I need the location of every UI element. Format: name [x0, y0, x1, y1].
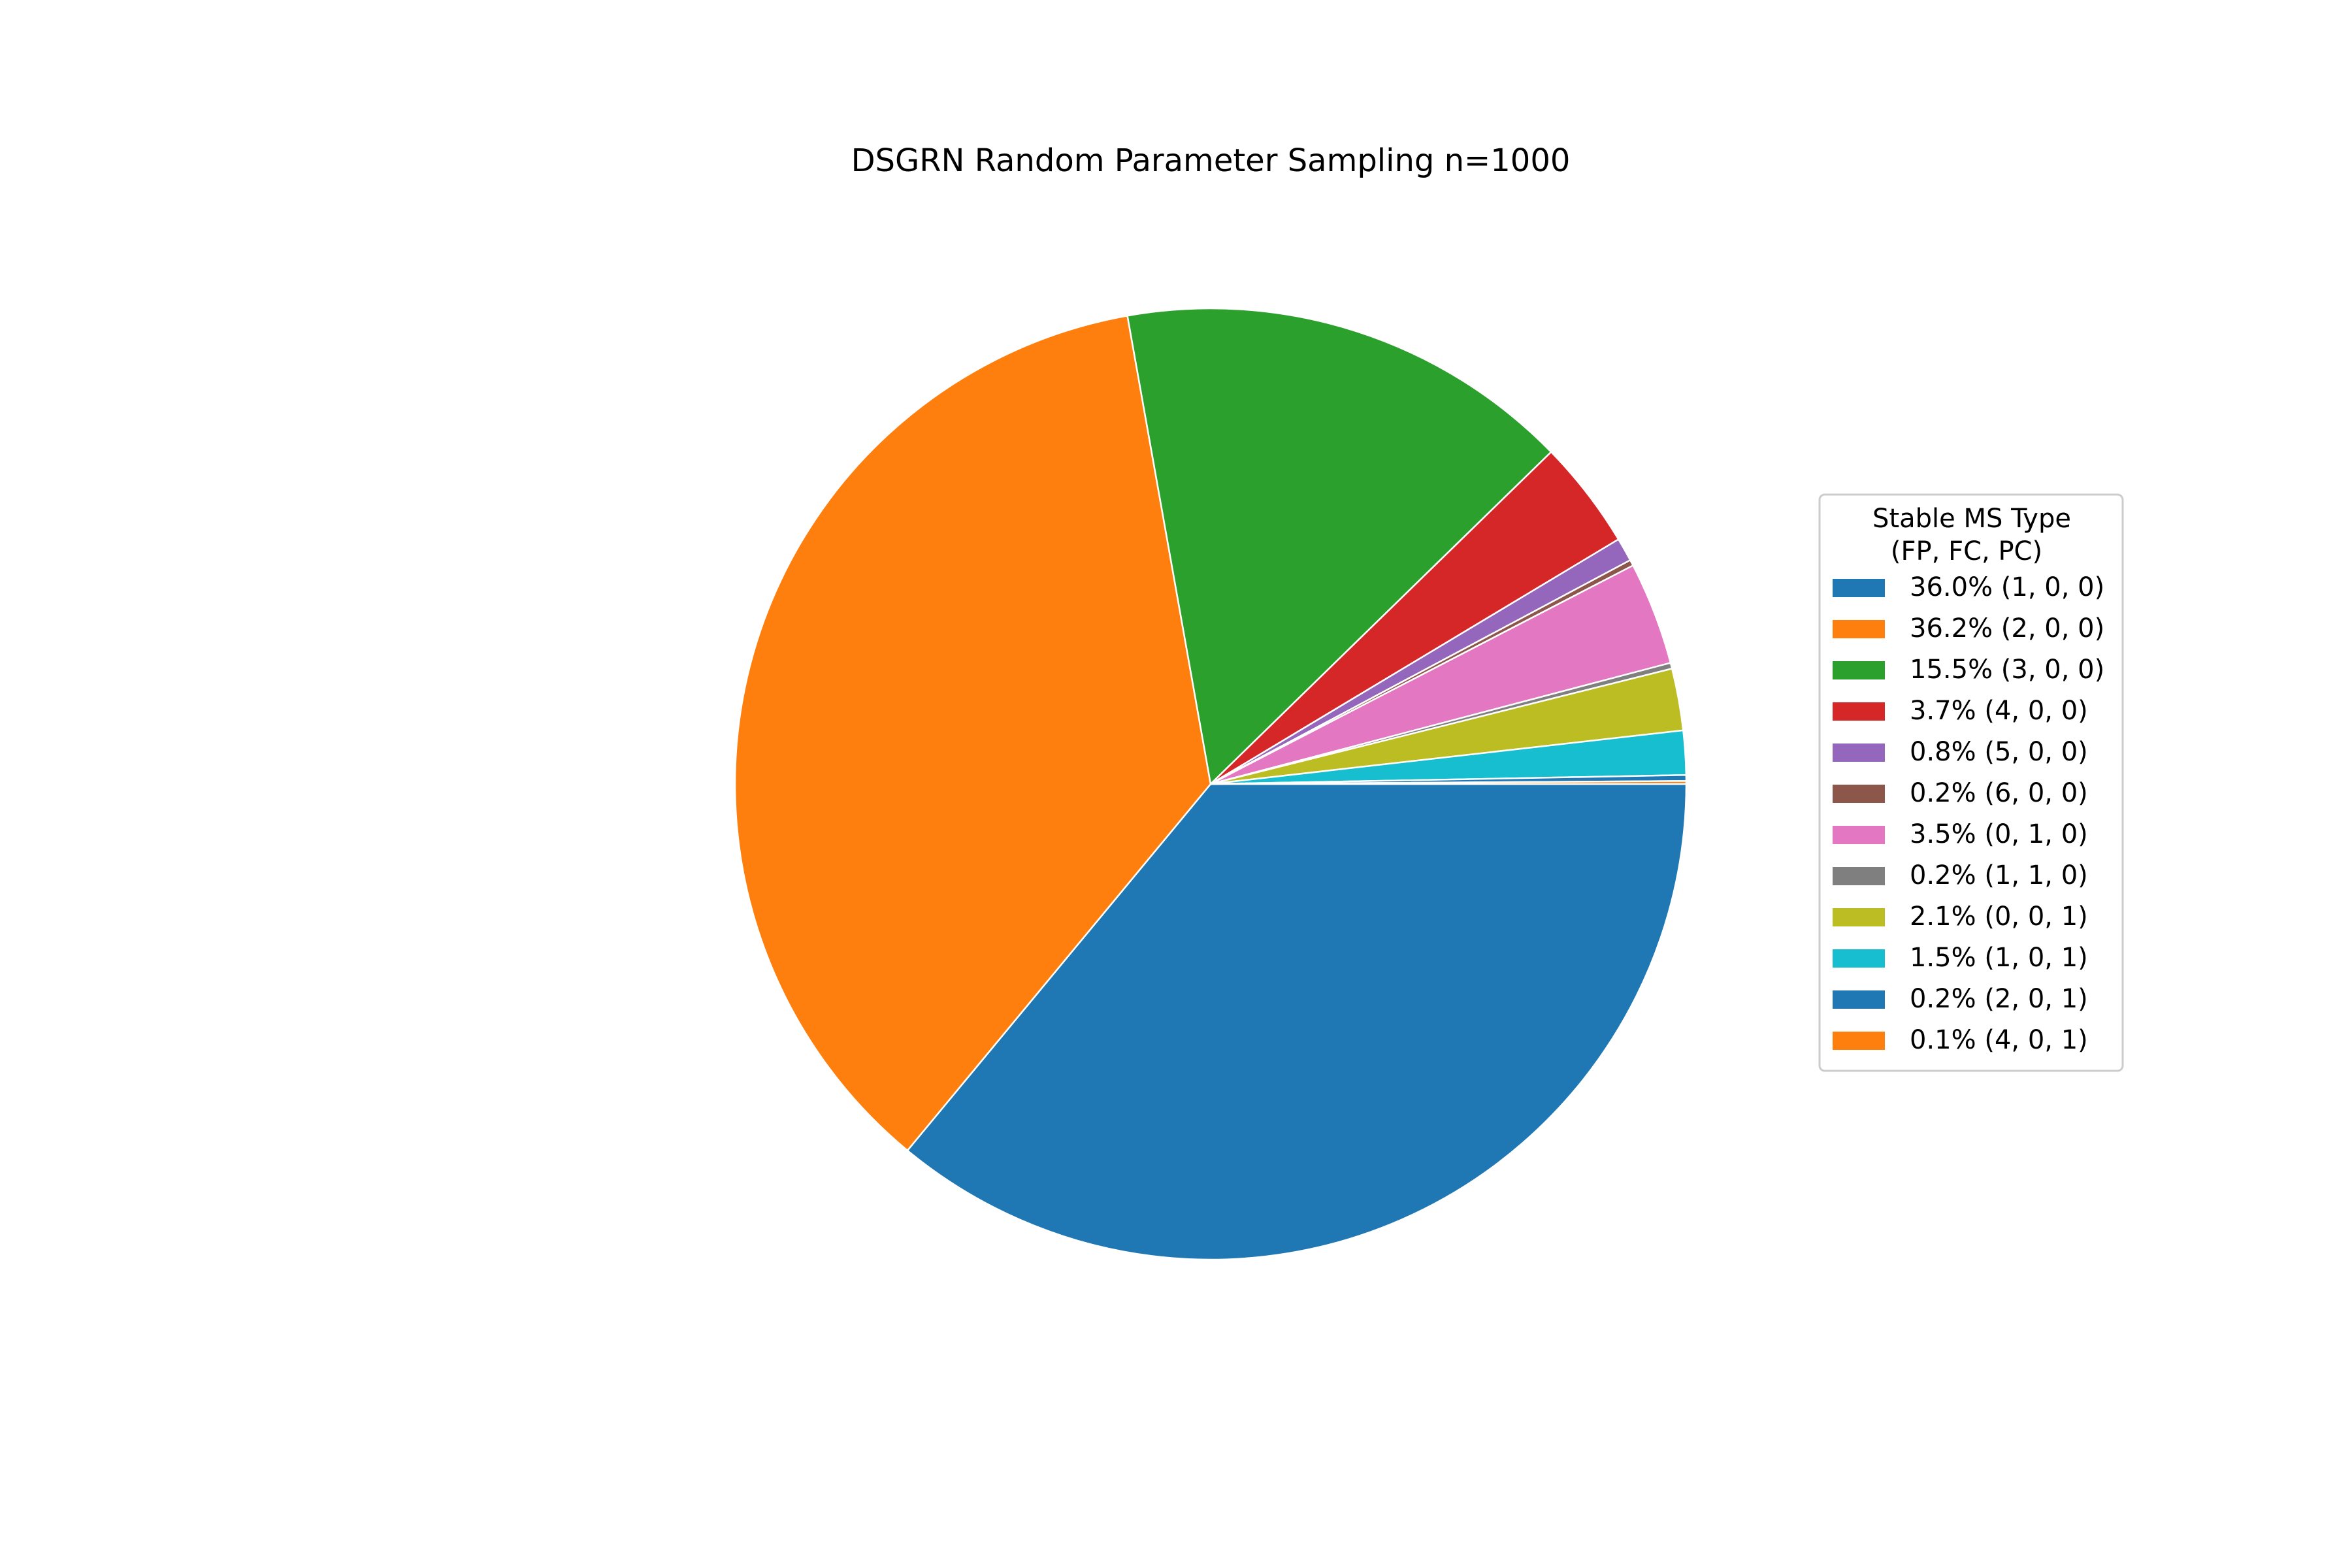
legend-items: 36.0% (1, 0, 0) 36.2% (2, 0, 0) 15.5% (3, … [1833, 572, 2104, 1055]
legend-swatch-3 [1833, 702, 1885, 721]
legend-label-2: 15.5% (3, 0, 0) [1910, 655, 2104, 685]
legend-swatch-11 [1833, 1032, 1885, 1050]
legend-swatch-9 [1833, 949, 1885, 968]
legend-swatch-6 [1833, 826, 1885, 844]
legend-swatch-7 [1833, 867, 1885, 885]
pie-slice-1 [734, 314, 1212, 1152]
legend-swatch-5 [1833, 785, 1885, 803]
legend-title-line2: (FP, FC, PC) [1891, 536, 2042, 566]
legend: Stable MS Type (FP, FC, PC) 36.0% (1, 0,… [1818, 493, 2124, 1072]
legend-label-3: 3.7% (4, 0, 0) [1910, 696, 2088, 726]
legend-swatch-8 [1833, 908, 1885, 926]
legend-swatch-10 [1833, 990, 1885, 1009]
legend-label-0: 36.0% (1, 0, 0) [1910, 572, 2104, 602]
legend-swatch-0 [1833, 579, 1885, 597]
legend-swatch-1 [1833, 620, 1885, 638]
legend-frame [1818, 493, 2124, 1072]
legend-label-1: 36.2% (2, 0, 0) [1910, 613, 2104, 644]
pie-slice-11 [1209, 780, 1688, 785]
legend-label-7: 0.2% (1, 1, 0) [1910, 860, 2088, 890]
pie-slice-0 [906, 783, 1688, 1261]
chart-title: DSGRN Random Parameter Sampling n=1000 [851, 142, 1571, 179]
legend-label-6: 3.5% (0, 1, 0) [1910, 819, 2088, 849]
legend-label-4: 0.8% (5, 0, 0) [1910, 737, 2088, 767]
pie-slice-2 [1126, 307, 1552, 785]
legend-title-line1: Stable MS Type [1872, 504, 2071, 534]
legend-swatch-2 [1833, 661, 1885, 679]
legend-swatch-4 [1833, 743, 1885, 762]
legend-label-11: 0.1% (4, 0, 1) [1910, 1025, 2088, 1055]
legend-label-5: 0.2% (6, 0, 0) [1910, 778, 2088, 808]
legend-label-9: 1.5% (1, 0, 1) [1910, 943, 2088, 973]
legend-label-10: 0.2% (2, 0, 1) [1910, 984, 2088, 1014]
pie-slices [734, 307, 1688, 1261]
legend-label-8: 2.1% (0, 0, 1) [1910, 902, 2088, 932]
